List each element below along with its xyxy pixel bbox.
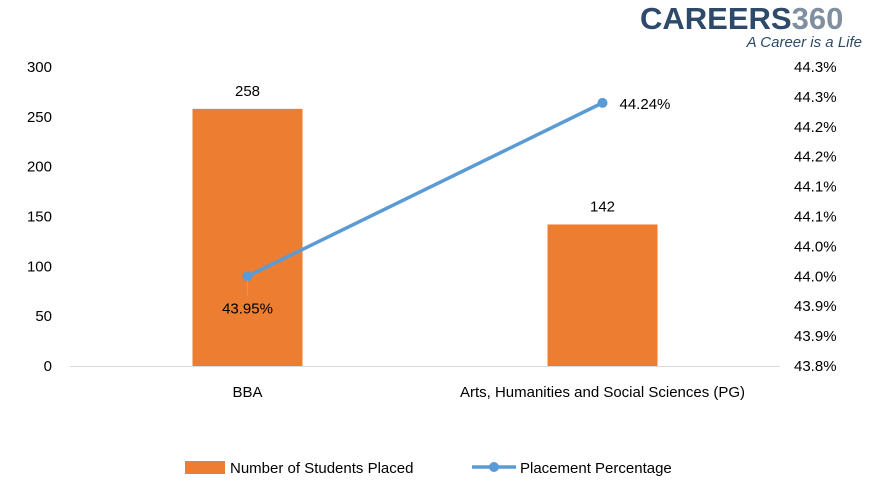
bar xyxy=(192,108,303,367)
bar xyxy=(547,224,658,366)
right-tick-label: 43.9% xyxy=(794,328,837,345)
axes: 0 50 100 150 200 250 300 43.8% 43.9% 43.9% 44.0% 44… xyxy=(27,59,837,375)
category-label: BBA xyxy=(232,384,262,401)
logo-number: 360 xyxy=(792,1,844,36)
right-tick-label: 43.9% xyxy=(794,298,837,315)
logo-tagline: A Career is a Life xyxy=(746,34,862,51)
data-labels: 258 142 43.95% 44.24% xyxy=(222,83,670,317)
legend-swatch-bar xyxy=(185,461,225,474)
legend-label: Placement Percentage xyxy=(520,460,672,477)
left-tick-label: 0 xyxy=(44,358,52,375)
right-tick-label: 44.2% xyxy=(794,149,837,166)
legend-label: Number of Students Placed xyxy=(230,460,413,477)
bar-data-label: 258 xyxy=(235,83,260,100)
right-tick-label: 43.8% xyxy=(794,358,837,375)
right-tick-label: 44.1% xyxy=(794,209,837,226)
right-tick-label: 44.2% xyxy=(794,119,837,136)
left-tick-label: 100 xyxy=(27,258,52,275)
right-tick-label: 44.3% xyxy=(794,59,837,76)
placement-line xyxy=(246,101,604,278)
left-tick-label: 200 xyxy=(27,159,52,176)
line-marker xyxy=(242,271,253,282)
logo-word: CAREERS xyxy=(640,1,792,36)
line-series xyxy=(242,97,608,282)
right-tick-label: 44.3% xyxy=(794,89,837,106)
legend: Number of Students Placed Placement Perce… xyxy=(185,460,672,477)
right-tick-label: 44.0% xyxy=(794,268,837,285)
right-tick-label: 44.0% xyxy=(794,238,837,255)
left-tick-label: 300 xyxy=(27,59,52,76)
left-tick-label: 250 xyxy=(27,109,52,126)
legend-swatch-marker xyxy=(489,462,499,472)
line-marker xyxy=(597,97,608,108)
bar-data-label: 142 xyxy=(590,198,615,215)
line-data-label: 44.24% xyxy=(620,96,671,113)
careers360-logo: CAREERS360 A Career is a Life xyxy=(640,1,862,51)
bar-series xyxy=(192,108,658,367)
line-data-label: 43.95% xyxy=(222,300,273,317)
category-labels: BBA Arts, Humanities and Social Sciences … xyxy=(232,384,745,401)
category-label: Arts, Humanities and Social Sciences (PG… xyxy=(460,384,745,401)
left-tick-label: 150 xyxy=(27,209,52,226)
logo-text: CAREERS360 xyxy=(640,1,843,36)
left-tick-label: 50 xyxy=(35,308,52,325)
right-tick-label: 44.1% xyxy=(794,179,837,196)
